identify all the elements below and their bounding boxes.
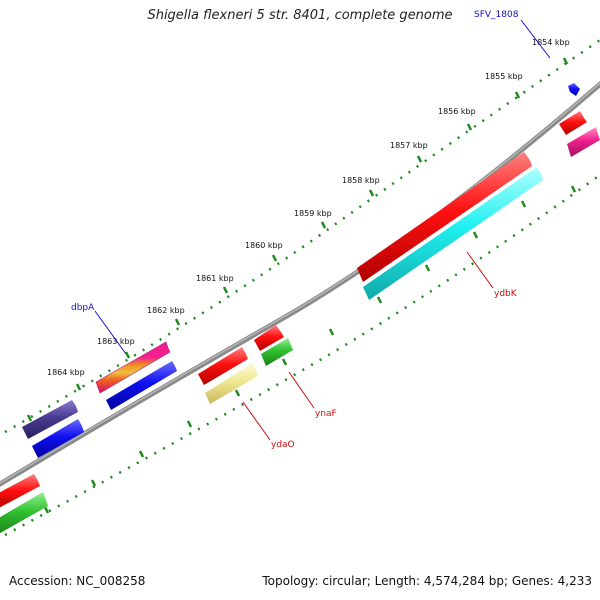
tick-label-1858: 1858 kbp [342,176,380,185]
gene-label-dbpa[interactable]: dbpA [71,303,95,313]
accession-label: Accession: NC_008258 [9,574,146,588]
leader-ydao [242,401,271,441]
gene-forward-red-right[interactable] [559,111,587,135]
gene-dbpa-stack[interactable] [95,341,177,410]
gene-forward-purple-left[interactable] [22,400,78,439]
outer-major-ticks [26,57,569,422]
gene-ynaf-red[interactable] [254,325,284,351]
genome-backbone [0,81,600,487]
leader-sfv-1808 [520,19,551,59]
tick-label-1854: 1854 kbp [532,38,570,47]
tick-label-1863: 1863 kbp [97,337,135,346]
tick-label-1864: 1864 kbp [47,368,85,377]
gene-ydbk-red[interactable] [357,152,532,282]
tick-label-1860: 1860 kbp [245,241,283,250]
leader-ydbk [466,251,494,289]
gene-ynaf-green[interactable] [261,338,293,366]
gene-red-far-left[interactable] [0,474,40,510]
tick-label-1855: 1855 kbp [485,72,523,81]
leader-dbpa [94,310,127,355]
gene-ydao-yellow[interactable] [205,363,258,404]
inner-tick-ruler [4,173,600,537]
tick-label-1856: 1856 kbp [438,107,476,116]
outer-tick-ruler [4,38,600,434]
tick-label-1859: 1859 kbp [294,209,332,218]
gene-label-ydbk[interactable]: ydbK [494,289,518,299]
gene-forward-blue-left[interactable] [32,419,84,458]
gene-ydao-red[interactable] [198,347,248,385]
tick-label-1862: 1862 kbp [147,306,185,315]
genome-summary: Topology: circular; Length: 4,574,284 bp… [262,574,592,588]
gene-label-ydao[interactable]: ydaO [271,440,295,450]
gene-magenta-right[interactable] [567,127,600,157]
leader-ynaf [288,371,315,409]
inner-major-ticks [43,185,577,514]
gene-label-sfv-1808[interactable]: SFV_1808 [474,10,519,20]
map-title: Shigella flexneri 5 str. 8401, complete … [147,8,453,23]
tick-label-1857: 1857 kbp [390,141,428,150]
genome-backbone-highlight [0,82,600,484]
gene-green-far-left[interactable] [0,492,48,536]
gene-sfv-1808[interactable] [568,83,580,96]
gene-ydbk-cyan[interactable] [363,167,543,300]
tick-label-1861: 1861 kbp [196,274,234,283]
gene-label-ynaf[interactable]: ynaF [315,409,337,419]
